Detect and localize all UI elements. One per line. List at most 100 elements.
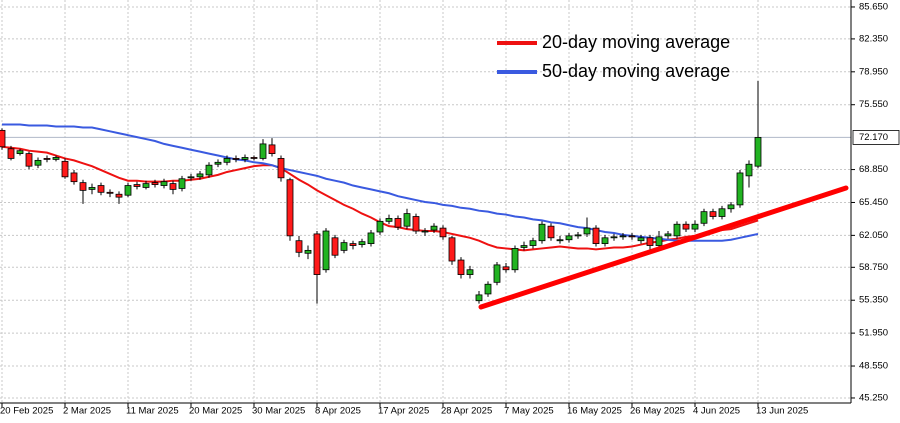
candle-body [304,249,312,254]
candle-body [178,178,186,189]
candle-body [250,157,258,159]
candle-body [637,237,645,242]
y-tick-label: 82.350 [859,33,888,44]
candle-body [25,153,33,167]
candle-body [277,158,285,179]
candle-body [421,230,429,233]
y-tick-label: 68.850 [859,164,888,175]
candle-body [430,225,438,231]
candle-body [268,144,276,154]
candle-body [511,248,519,271]
x-tick-label: 11 Mar 2025 [126,406,179,417]
candle-body [682,223,690,230]
candle-body [124,185,132,196]
candle-body [79,182,87,191]
x-tick-label: 20 Mar 2025 [189,406,242,417]
candle-body [736,172,744,206]
candle-body [214,161,222,165]
candle-body [628,235,636,238]
x-tick-label: 30 Mar 2025 [252,406,305,417]
candle-body [754,137,762,167]
candle-body [259,143,267,159]
candle-body [106,191,114,194]
x-tick-label: 26 May 2025 [630,406,685,417]
x-tick-label: 20 Feb 2025 [0,406,53,417]
candle-body [529,240,537,246]
candle-body [592,227,600,245]
candle-body [358,241,366,245]
candle-body [556,239,564,242]
candle-body [475,294,483,302]
trendline [478,185,849,310]
y-tick-label: 78.950 [859,66,888,77]
candle-body [439,227,447,238]
candle-body [727,204,735,210]
candle-body [394,218,402,228]
x-tick-label: 28 Apr 2025 [441,406,492,417]
candle-body [709,211,717,217]
candle-body [664,233,672,237]
candle-body [151,182,159,185]
candle-body [565,235,573,241]
candle-body [547,225,555,239]
candle-body [160,181,168,186]
candle-body [196,173,204,178]
candle-body [241,157,249,160]
y-tick-label: 58.750 [859,262,888,273]
candle-body [169,183,177,190]
candle-body [349,243,357,246]
current-price-box [852,130,900,145]
candle-body [691,223,699,230]
candle-body [133,184,141,187]
current-price-label: 72.170 [859,132,888,143]
candle-body [700,211,708,224]
candle-body [115,193,123,198]
candle-body [142,183,150,188]
x-tick-label: 13 Jun 2025 [756,406,808,417]
candle-body [745,163,753,177]
candle-body [466,269,474,275]
x-tick-label: 16 May 2025 [567,406,622,417]
candle-body [601,237,609,245]
candle-body [457,259,465,275]
candle-body [43,158,51,160]
y-tick-label: 45.250 [859,392,888,403]
candle-body [367,232,375,245]
candle-body [448,237,456,262]
candle-body [7,148,15,159]
candle-body [484,283,492,295]
y-tick-label: 55.350 [859,295,888,306]
x-tick-label: 7 May 2025 [504,406,554,417]
x-tick-label: 8 Apr 2025 [315,406,361,417]
legend: 20-day moving average 50-day moving avera… [497,32,730,81]
y-tick-label: 85.650 [859,1,888,12]
candle-body [619,235,627,238]
candle-body [673,223,681,237]
legend-label: 20-day moving average [542,32,730,52]
candle-body [313,233,321,275]
y-tick-label: 62.050 [859,230,888,241]
y-tick-label: 75.550 [859,99,888,110]
candle-body [412,216,420,232]
candle-body [295,240,303,253]
legend-label: 50-day moving average [542,61,730,81]
y-tick-label: 51.950 [859,328,888,339]
candle-body [655,236,663,246]
candle-body [520,245,528,248]
candle-body [583,227,591,235]
x-tick-label: 4 Jun 2025 [693,406,740,417]
candle-body [718,208,726,217]
y-tick-label: 48.550 [859,361,888,372]
candle-body [0,129,6,148]
candle-body [97,185,105,193]
candle-body [88,187,96,190]
candle-body [232,158,240,160]
candle-body [493,264,501,283]
x-tick-label: 2 Mar 2025 [63,406,111,417]
candle-body [52,157,60,160]
candle-body [340,242,348,251]
candle-body [331,237,339,256]
